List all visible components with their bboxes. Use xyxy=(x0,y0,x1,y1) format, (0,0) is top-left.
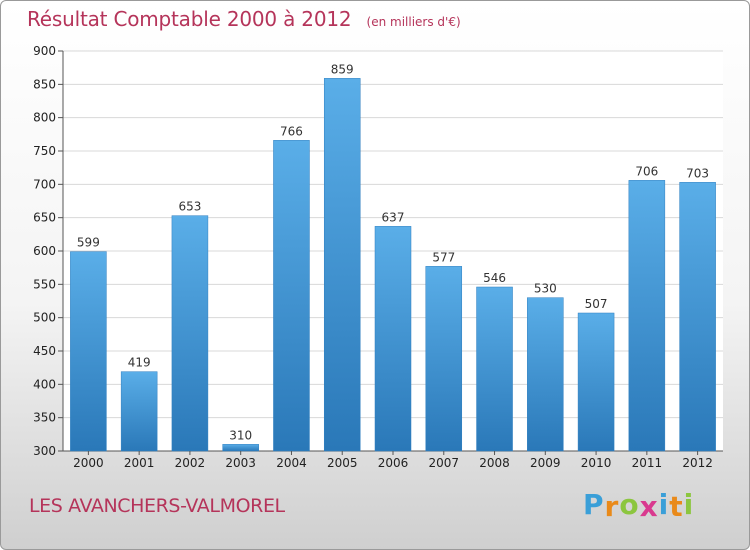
value-label-2008: 546 xyxy=(483,271,506,285)
place-name: LES AVANCHERS-VALMOREL xyxy=(29,495,285,517)
chart-header: Résultat Comptable 2000 à 2012 (en milli… xyxy=(27,7,461,31)
y-tick-label: 800 xyxy=(33,111,56,125)
value-label-2007: 577 xyxy=(432,250,455,264)
logo-letter: t xyxy=(669,490,684,523)
value-label-2009: 530 xyxy=(534,282,557,296)
x-tick-label-2010: 2010 xyxy=(581,456,612,470)
chart-title: Résultat Comptable 2000 à 2012 xyxy=(27,7,352,31)
bar-2006 xyxy=(374,226,412,452)
y-tick-label: 550 xyxy=(33,277,56,291)
logo-letter: i xyxy=(658,488,670,521)
value-label-2002: 653 xyxy=(178,200,201,214)
logo-letter: x xyxy=(639,490,659,523)
logo-letter: P xyxy=(583,488,605,521)
logo-letter: r xyxy=(604,490,620,523)
x-tick-label-2004: 2004 xyxy=(276,456,307,470)
x-tick-label-2001: 2001 xyxy=(124,456,155,470)
value-label-2003: 310 xyxy=(229,428,252,442)
x-tick-label-2012: 2012 xyxy=(682,456,713,470)
logo-letter: o xyxy=(619,488,640,521)
y-tick-label: 650 xyxy=(33,211,56,225)
x-tick-label-2011: 2011 xyxy=(632,456,663,470)
value-label-2006: 637 xyxy=(382,210,405,224)
x-tick-label-2007: 2007 xyxy=(428,456,459,470)
bar-2012 xyxy=(679,182,716,452)
y-tick-label: 450 xyxy=(33,344,56,358)
value-label-2004: 766 xyxy=(280,124,303,138)
y-tick-label: 700 xyxy=(33,177,56,191)
logo-letter: i xyxy=(683,488,695,521)
bar-2001 xyxy=(120,371,158,452)
y-tick-label: 600 xyxy=(33,244,56,258)
x-tick-label-2006: 2006 xyxy=(378,456,409,470)
x-tick-label-2000: 2000 xyxy=(73,456,104,470)
y-tick-label: 400 xyxy=(33,377,56,391)
proxiti-logo: Proxiti xyxy=(583,488,695,523)
bar-2008 xyxy=(476,286,513,452)
y-tick-label: 350 xyxy=(33,411,56,425)
y-tick-label: 900 xyxy=(33,44,56,58)
x-tick-label-2003: 2003 xyxy=(225,456,256,470)
bar-2002 xyxy=(171,215,209,452)
bar-2011 xyxy=(628,180,666,452)
bar-2003 xyxy=(222,444,259,452)
chart-unit: (en milliers d'€) xyxy=(366,15,461,29)
y-tick-label: 500 xyxy=(33,311,56,325)
bar-2010 xyxy=(577,312,615,452)
bar-2005 xyxy=(323,78,361,452)
bar-2009 xyxy=(527,297,564,452)
y-tick-label: 300 xyxy=(33,444,56,458)
value-label-2005: 859 xyxy=(331,62,354,76)
x-tick-label-2002: 2002 xyxy=(175,456,206,470)
value-label-2011: 706 xyxy=(635,164,658,178)
x-tick-label-2009: 2009 xyxy=(530,456,561,470)
bar-2007 xyxy=(425,266,463,452)
value-label-2000: 599 xyxy=(77,236,100,250)
y-tick-label: 850 xyxy=(33,77,56,91)
x-tick-label-2005: 2005 xyxy=(327,456,358,470)
bar-2000 xyxy=(70,251,107,452)
x-tick-label-2008: 2008 xyxy=(479,456,510,470)
bar-2004 xyxy=(273,140,310,452)
value-label-2012: 703 xyxy=(686,166,709,180)
value-label-2001: 419 xyxy=(128,356,151,370)
y-tick-label: 750 xyxy=(33,144,56,158)
value-label-2010: 507 xyxy=(585,297,608,311)
